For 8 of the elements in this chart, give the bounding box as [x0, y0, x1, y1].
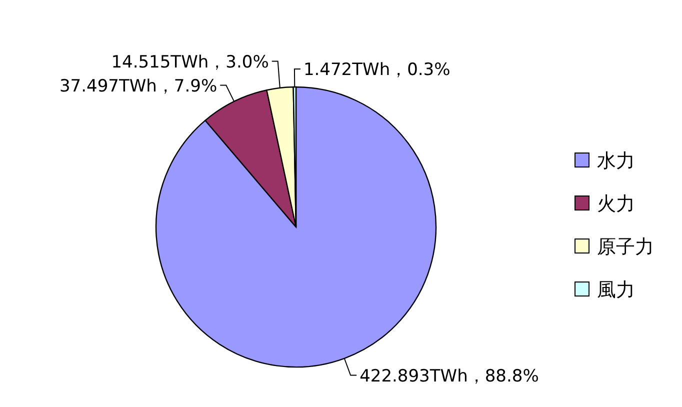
legend-label: 風力 — [597, 279, 635, 301]
data-label: 1.472TWh，0.3% — [303, 60, 450, 80]
data-label: 37.497TWh，7.9% — [59, 76, 218, 96]
legend-label: 火力 — [597, 193, 635, 215]
data-label: 422.893TWh，88.8% — [360, 366, 539, 386]
data-label: 14.515TWh，3.0% — [111, 52, 269, 72]
legend-label: 水力 — [597, 150, 635, 172]
legend-label: 原子力 — [597, 236, 654, 258]
